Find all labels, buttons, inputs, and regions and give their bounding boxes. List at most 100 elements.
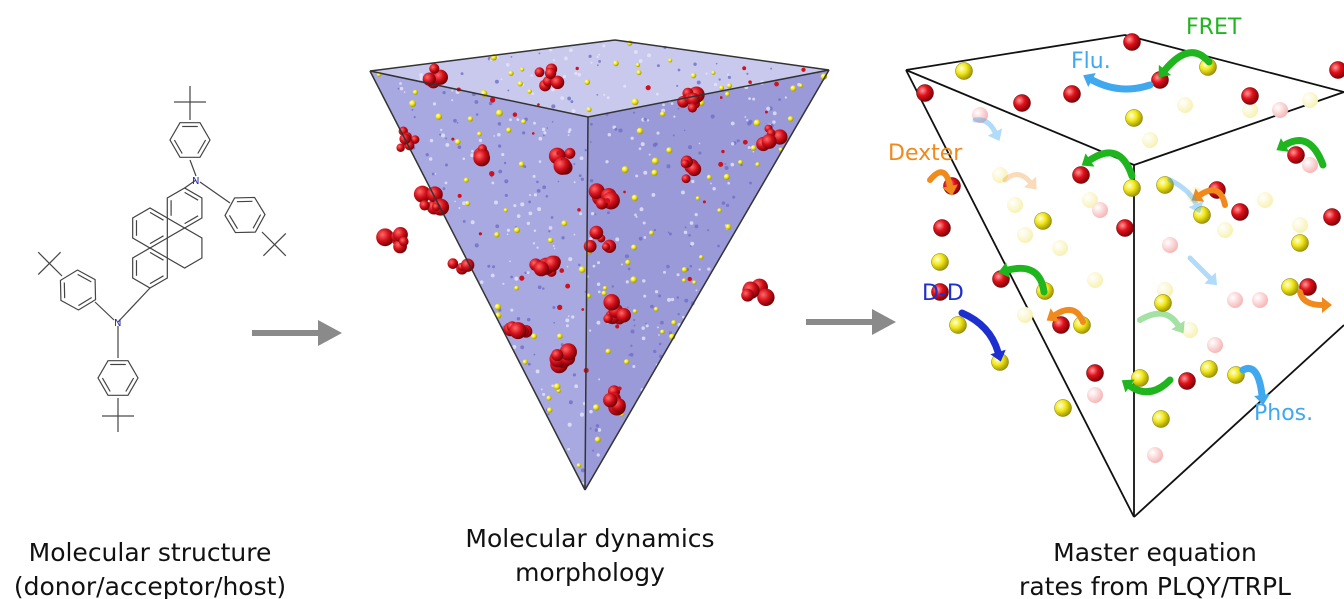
host-molecule bbox=[574, 384, 578, 389]
host-molecule bbox=[413, 116, 416, 119]
host-molecule bbox=[698, 142, 701, 145]
host-molecule bbox=[545, 194, 549, 198]
bond bbox=[37, 262, 50, 276]
host-molecule bbox=[746, 119, 749, 122]
host-molecule bbox=[537, 285, 542, 290]
host-molecule bbox=[516, 214, 521, 218]
host-molecule bbox=[589, 179, 594, 183]
acceptor-molecule bbox=[742, 66, 747, 71]
acceptor-molecule bbox=[933, 219, 951, 237]
host-molecule bbox=[615, 237, 620, 242]
cube-top-face bbox=[370, 40, 829, 117]
bond bbox=[37, 251, 50, 264]
host-molecule bbox=[456, 121, 459, 124]
host-molecule bbox=[643, 236, 647, 239]
host-molecule bbox=[683, 129, 686, 132]
donor-molecule bbox=[553, 383, 561, 390]
bond bbox=[117, 287, 151, 323]
cube-edge bbox=[584, 69, 830, 491]
dd-arrow bbox=[958, 309, 1006, 362]
donor-molecule bbox=[787, 116, 794, 122]
host-molecule bbox=[512, 345, 517, 350]
acceptor-molecule bbox=[645, 85, 651, 91]
donor-molecule bbox=[636, 70, 642, 76]
caption-line: Molecular structure bbox=[28, 538, 272, 567]
donor-molecule bbox=[755, 162, 760, 167]
host-molecule bbox=[457, 145, 462, 150]
host-molecule bbox=[524, 271, 527, 275]
host-molecule bbox=[645, 324, 649, 328]
acceptor-cluster bbox=[616, 307, 631, 323]
double-bond bbox=[252, 214, 262, 229]
flu-label: Flu. bbox=[1071, 49, 1111, 74]
host-molecule bbox=[565, 324, 569, 328]
host-molecule bbox=[579, 156, 584, 161]
host-molecule bbox=[403, 91, 406, 93]
host-molecule bbox=[578, 174, 582, 178]
host-molecule bbox=[564, 56, 568, 61]
arrow-head bbox=[1254, 394, 1270, 405]
acceptor-molecule bbox=[489, 171, 495, 177]
host-molecule bbox=[573, 233, 576, 236]
host-molecule bbox=[580, 177, 584, 181]
host-molecule bbox=[527, 362, 531, 366]
host-molecule bbox=[570, 100, 574, 104]
host-molecule bbox=[705, 72, 708, 75]
host-molecule bbox=[695, 289, 698, 292]
host-molecule bbox=[736, 139, 740, 143]
donor-molecule bbox=[561, 220, 568, 227]
donor-molecule bbox=[1131, 369, 1149, 387]
double-bond bbox=[78, 296, 93, 307]
host-molecule bbox=[474, 100, 479, 104]
acceptor-cluster bbox=[589, 225, 604, 240]
acceptor-cluster bbox=[741, 288, 755, 302]
host-molecule bbox=[495, 224, 500, 229]
arrow-body bbox=[1004, 264, 1048, 296]
acceptor-cluster bbox=[432, 69, 448, 85]
donor-molecule bbox=[750, 145, 757, 151]
host-molecule bbox=[573, 181, 576, 184]
host-molecule bbox=[684, 226, 687, 229]
host-molecule bbox=[633, 324, 636, 327]
double-bond bbox=[149, 251, 164, 261]
donor-molecule bbox=[1177, 97, 1193, 113]
arrow-body bbox=[1297, 289, 1325, 308]
dd-label: D-D bbox=[922, 281, 964, 306]
acceptor-molecule bbox=[512, 112, 518, 117]
acceptor-cluster bbox=[413, 185, 431, 203]
host-molecule bbox=[514, 276, 519, 281]
acceptor-cluster bbox=[553, 157, 572, 175]
host-molecule bbox=[589, 427, 592, 430]
host-molecule bbox=[589, 236, 593, 241]
host-molecule bbox=[727, 181, 731, 185]
arrow-body bbox=[927, 169, 953, 189]
donor-molecule bbox=[503, 208, 508, 213]
donor-molecule bbox=[1302, 92, 1318, 108]
donor-molecule bbox=[949, 316, 967, 334]
acceptor-cluster bbox=[534, 67, 545, 78]
host-molecule bbox=[588, 54, 592, 58]
arrow-body bbox=[1137, 310, 1181, 328]
acceptor-molecule bbox=[1231, 203, 1249, 221]
cube-edge bbox=[905, 69, 1135, 518]
donor-molecule bbox=[699, 254, 704, 260]
host-molecule bbox=[634, 213, 637, 217]
donor-molecule bbox=[649, 230, 654, 236]
host-molecule bbox=[419, 76, 423, 81]
donor-molecule bbox=[725, 224, 732, 230]
host-molecule bbox=[590, 61, 593, 64]
host-molecule bbox=[626, 306, 629, 309]
host-molecule bbox=[588, 329, 592, 332]
donor-molecule bbox=[1082, 192, 1098, 208]
host-molecule bbox=[645, 322, 647, 325]
host-molecule bbox=[668, 232, 672, 236]
host-molecule bbox=[654, 142, 658, 146]
donor-molecule bbox=[464, 200, 471, 207]
host-molecule bbox=[526, 271, 530, 274]
donor-molecule bbox=[1182, 322, 1198, 338]
host-molecule bbox=[504, 193, 508, 197]
acceptor-cluster bbox=[761, 133, 777, 149]
host-molecule bbox=[535, 369, 540, 374]
host-molecule bbox=[460, 72, 464, 76]
donor-molecule bbox=[1281, 278, 1299, 296]
